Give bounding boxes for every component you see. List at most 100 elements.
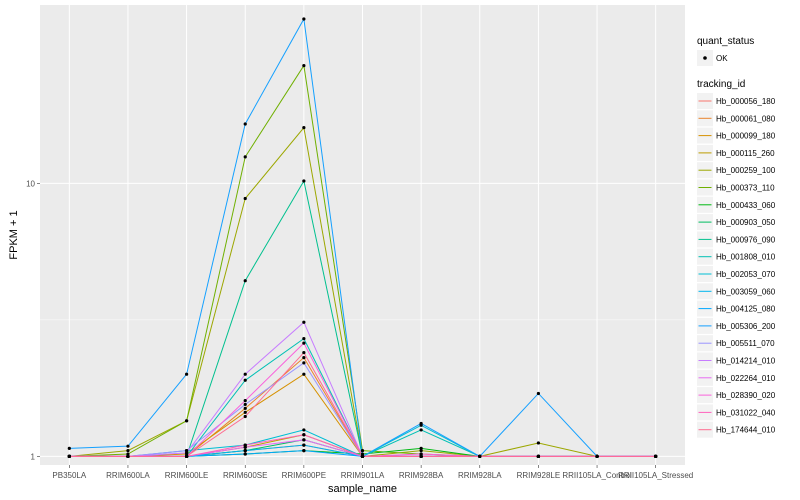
data-point bbox=[360, 452, 365, 456]
legend-label: Hb_000061_080 bbox=[716, 114, 776, 123]
data-point bbox=[302, 63, 306, 68]
data-point bbox=[126, 452, 130, 456]
data-point bbox=[302, 361, 306, 365]
data-point bbox=[184, 451, 189, 455]
data-point bbox=[184, 454, 189, 458]
data-point bbox=[419, 449, 423, 453]
data-point bbox=[243, 279, 247, 283]
data-point bbox=[302, 449, 306, 453]
legend-label: Hb_000115_260 bbox=[716, 149, 775, 158]
data-point bbox=[419, 452, 423, 456]
data-point bbox=[419, 454, 423, 458]
y-tick-label: 1 bbox=[31, 452, 36, 461]
data-point bbox=[126, 449, 130, 453]
data-point bbox=[302, 17, 306, 21]
data-point bbox=[184, 449, 189, 453]
x-tick-label: RRIM928BA bbox=[399, 471, 444, 480]
data-point bbox=[243, 406, 247, 410]
x-tick-label: PB350LA bbox=[52, 471, 86, 480]
legend-point-marker bbox=[703, 56, 707, 60]
data-point bbox=[419, 421, 423, 426]
legend-label: Hb_000976_090 bbox=[716, 235, 776, 244]
data-point bbox=[184, 419, 189, 423]
data-point bbox=[243, 410, 247, 414]
data-point bbox=[302, 433, 306, 437]
legend-label: Hb_028390_020 bbox=[716, 391, 776, 400]
line-legend-title: tracking_id bbox=[697, 79, 745, 90]
data-point bbox=[126, 454, 130, 458]
data-point bbox=[302, 438, 306, 442]
data-point bbox=[302, 443, 306, 447]
data-point bbox=[126, 444, 130, 448]
data-point bbox=[243, 443, 247, 447]
data-point bbox=[419, 428, 423, 432]
data-point bbox=[419, 446, 423, 450]
x-tick-label: RRIM600LE bbox=[165, 471, 209, 480]
data-point bbox=[302, 126, 306, 130]
x-tick-label: RRII105LA_Stressed bbox=[618, 471, 693, 480]
legend-label: Hb_014214_010 bbox=[716, 357, 776, 366]
data-point bbox=[536, 454, 541, 458]
data-point bbox=[302, 350, 306, 355]
data-point bbox=[536, 441, 541, 445]
data-point bbox=[302, 320, 306, 324]
data-point bbox=[302, 337, 306, 341]
data-point bbox=[302, 428, 306, 432]
x-tick-label: RRIM928LA bbox=[458, 471, 502, 480]
data-point bbox=[243, 378, 247, 382]
legend-label: Hb_005306_200 bbox=[716, 322, 776, 331]
legend-label: Hb_000099_180 bbox=[716, 132, 776, 141]
legend-label: Hb_000433_060 bbox=[716, 201, 776, 210]
legend-label: Hb_031022_040 bbox=[716, 408, 776, 417]
legend-label: Hb_001808_010 bbox=[716, 253, 776, 262]
data-point bbox=[243, 372, 247, 376]
data-point bbox=[243, 196, 247, 201]
data-point bbox=[536, 391, 541, 396]
data-point bbox=[243, 155, 247, 159]
legend-label: Hb_000056_180 bbox=[716, 97, 776, 106]
x-tick-label: RRIM600PE bbox=[282, 471, 326, 480]
data-point bbox=[478, 454, 482, 458]
data-point bbox=[360, 454, 365, 458]
legend-label: Hb_022264_010 bbox=[716, 374, 776, 383]
data-point bbox=[243, 449, 247, 453]
data-point bbox=[360, 449, 365, 453]
legend-label: Hb_003059_060 bbox=[716, 287, 776, 296]
data-point bbox=[302, 179, 306, 183]
x-tick-label: RRII105LA_Control bbox=[562, 471, 632, 480]
x-tick-label: RRIM600LA bbox=[106, 471, 150, 480]
legend-label: Hb_000259_100 bbox=[716, 166, 776, 175]
data-point bbox=[302, 372, 306, 376]
line-legend-items: Hb_000056_180 Hb_000061_080 Hb_000099_180 H… bbox=[697, 93, 776, 438]
legend-label: Hb_174644_010 bbox=[716, 426, 776, 435]
legend-label: Hb_004125_080 bbox=[716, 305, 776, 314]
legend-label: OK bbox=[716, 54, 728, 63]
x-tick-label: RRIM901LA bbox=[341, 471, 385, 480]
y-tick-label: 10 bbox=[26, 179, 35, 188]
x-axis-title: sample_name bbox=[328, 483, 397, 495]
data-point bbox=[67, 454, 71, 458]
x-tick-label: RRIM600SE bbox=[223, 471, 267, 480]
data-point bbox=[67, 446, 71, 450]
legend-label: Hb_000373_110 bbox=[716, 184, 775, 193]
data-point bbox=[243, 452, 247, 456]
series-points bbox=[67, 17, 658, 458]
legend-label: Hb_002053_070 bbox=[716, 270, 776, 279]
data-point bbox=[302, 341, 306, 345]
data-point bbox=[595, 454, 599, 458]
x-tick-label: RRIM928LE bbox=[517, 471, 561, 480]
legend-label: Hb_005511_070 bbox=[716, 339, 775, 348]
x-axis: PB350LA RRIM600LA RRIM600LE RRIM600SE RRIM60… bbox=[52, 465, 693, 480]
data-point bbox=[302, 356, 306, 360]
data-point bbox=[654, 454, 658, 458]
y-axis-title: FPKM + 1 bbox=[8, 210, 20, 259]
legend-label: Hb_000903_050 bbox=[716, 218, 776, 227]
data-point bbox=[243, 402, 247, 407]
data-point bbox=[243, 399, 247, 403]
y-axis: 1 10 bbox=[26, 179, 40, 461]
legend: quant_status OK tracking_id Hb_000056_18… bbox=[697, 36, 776, 438]
data-point bbox=[243, 122, 247, 126]
point-legend-title: quant_status bbox=[697, 36, 754, 47]
data-point bbox=[184, 372, 189, 376]
